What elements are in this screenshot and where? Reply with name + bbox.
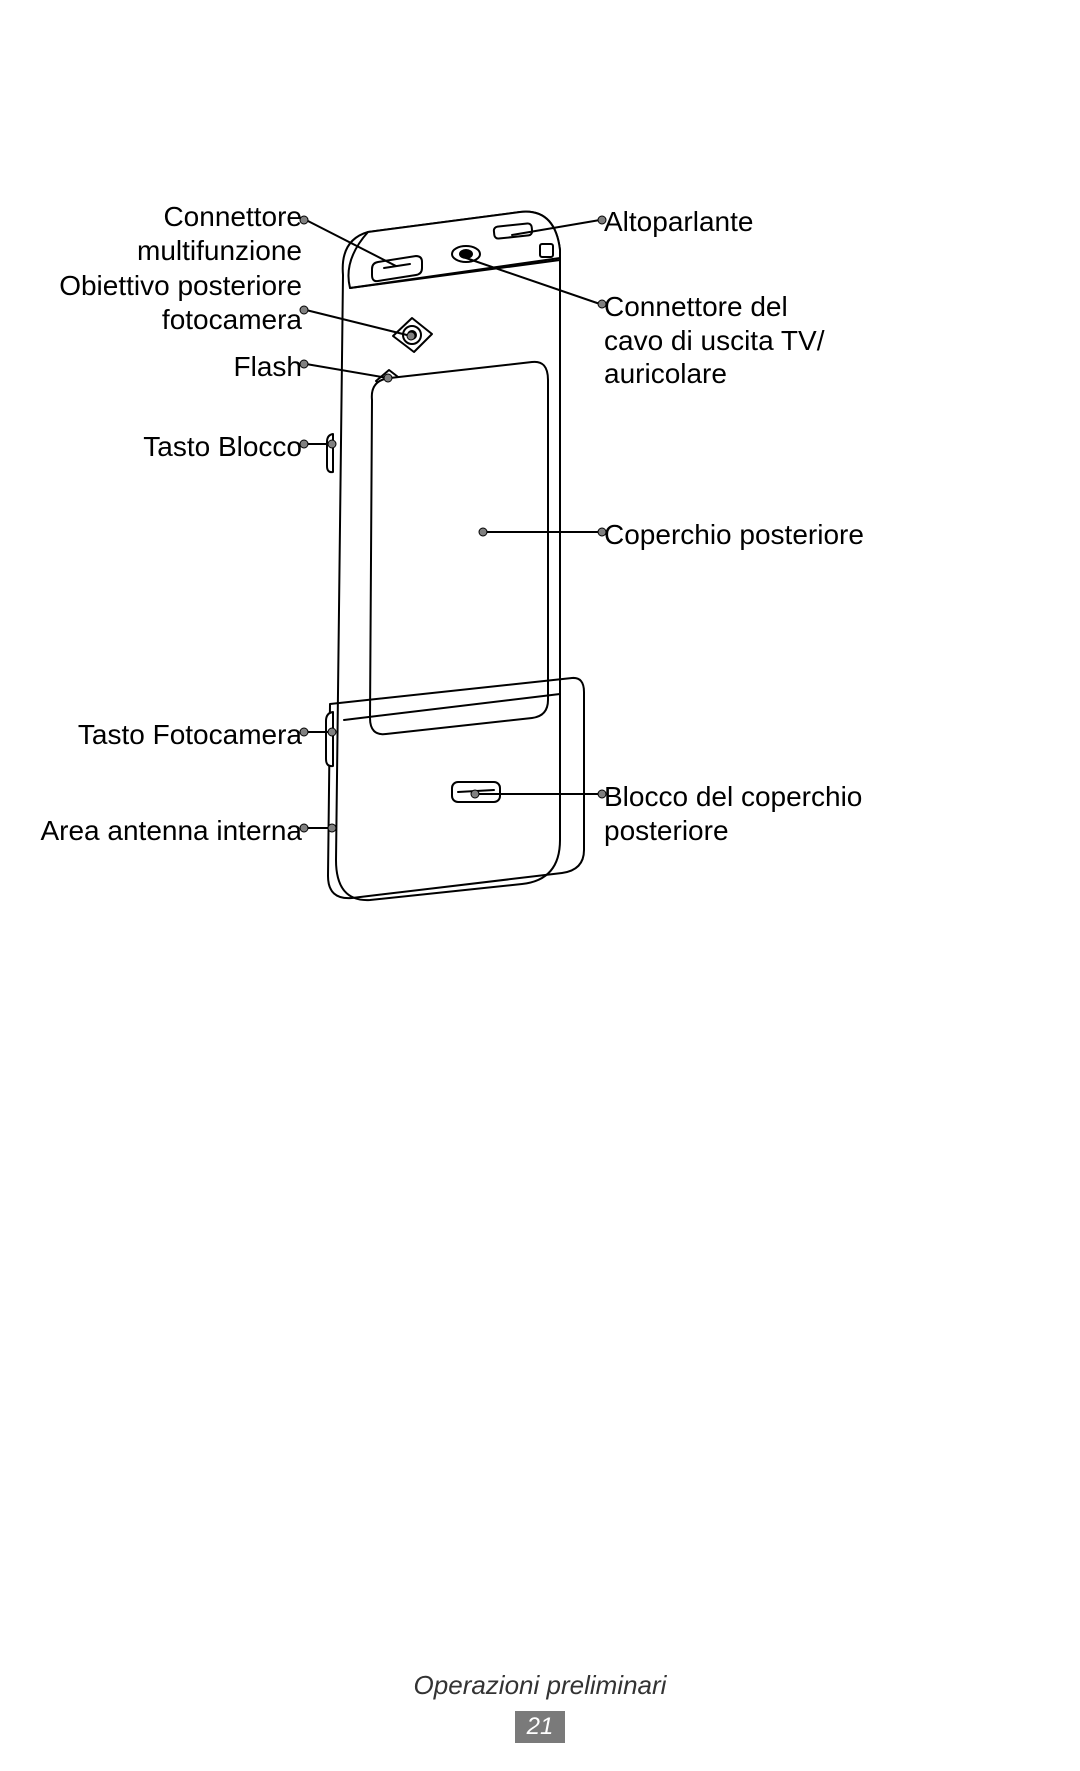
label-flash: Flash [0,350,302,384]
label-altoparlante: Altoparlante [604,205,1060,239]
device-svg [0,0,1080,1000]
footer-title: Operazioni preliminari [0,1670,1080,1701]
label-area-antenna: Area antenna interna [0,814,302,848]
label-blocco-coperchio: Blocco del coperchioposteriore [604,780,1060,847]
page-number: 21 [515,1711,565,1743]
label-coperchio-posteriore: Coperchio posteriore [604,518,1060,552]
label-obiettivo-posteriore: Obiettivo posteriorefotocamera [0,269,302,336]
label-connettore-tv: Connettore delcavo di uscita TV/auricola… [604,290,1060,391]
label-connettore-multifunzione: Connettoremultifunzione [0,200,302,267]
page: Connettoremultifunzione Obiettivo poster… [0,0,1080,1771]
label-tasto-blocco: Tasto Blocco [0,430,302,464]
label-tasto-fotocamera: Tasto Fotocamera [0,718,302,752]
